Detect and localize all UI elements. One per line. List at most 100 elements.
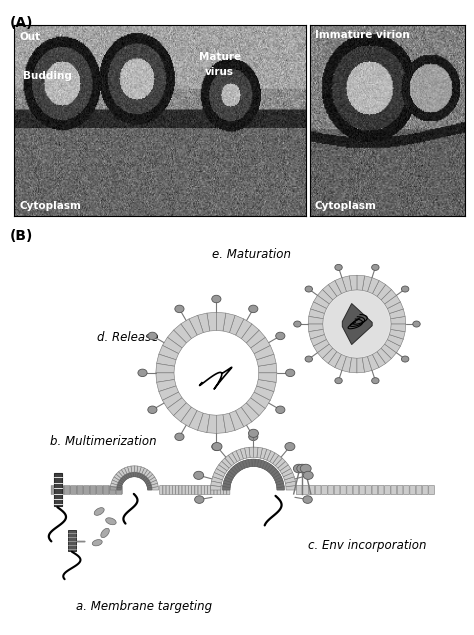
FancyBboxPatch shape (366, 486, 372, 495)
Polygon shape (367, 354, 379, 370)
FancyBboxPatch shape (189, 486, 191, 495)
Polygon shape (173, 324, 191, 343)
Polygon shape (222, 487, 230, 490)
FancyBboxPatch shape (64, 486, 70, 495)
FancyBboxPatch shape (77, 486, 83, 495)
Ellipse shape (138, 369, 147, 377)
FancyBboxPatch shape (71, 486, 76, 495)
FancyBboxPatch shape (54, 473, 62, 507)
Polygon shape (283, 472, 294, 480)
Polygon shape (262, 461, 268, 469)
Ellipse shape (303, 496, 312, 504)
Polygon shape (118, 483, 122, 486)
Polygon shape (256, 459, 260, 467)
FancyBboxPatch shape (303, 486, 309, 495)
Polygon shape (236, 463, 242, 471)
Ellipse shape (248, 429, 258, 438)
Polygon shape (216, 415, 226, 433)
Polygon shape (223, 313, 235, 333)
Polygon shape (270, 453, 279, 464)
FancyBboxPatch shape (103, 486, 109, 495)
Polygon shape (349, 275, 357, 290)
Polygon shape (227, 472, 235, 478)
Polygon shape (137, 466, 141, 473)
Polygon shape (167, 398, 186, 416)
FancyBboxPatch shape (176, 486, 179, 495)
Ellipse shape (249, 305, 258, 312)
FancyBboxPatch shape (201, 486, 204, 495)
Polygon shape (284, 477, 295, 483)
Polygon shape (273, 472, 280, 478)
Polygon shape (145, 479, 149, 483)
Polygon shape (118, 483, 122, 486)
Polygon shape (224, 478, 232, 483)
Polygon shape (189, 411, 203, 431)
Polygon shape (362, 356, 372, 372)
Polygon shape (120, 478, 125, 483)
Polygon shape (276, 484, 284, 488)
Polygon shape (221, 458, 232, 468)
Polygon shape (248, 459, 252, 467)
Polygon shape (230, 467, 238, 474)
FancyBboxPatch shape (90, 486, 96, 495)
Polygon shape (110, 483, 117, 488)
Polygon shape (275, 458, 285, 468)
Polygon shape (146, 483, 151, 486)
FancyBboxPatch shape (416, 486, 422, 495)
Polygon shape (118, 481, 123, 485)
Ellipse shape (297, 464, 308, 473)
Polygon shape (117, 485, 122, 488)
Polygon shape (134, 466, 138, 472)
Polygon shape (228, 453, 237, 464)
Polygon shape (258, 460, 263, 467)
Polygon shape (189, 316, 203, 335)
Polygon shape (244, 460, 248, 467)
FancyBboxPatch shape (160, 486, 163, 495)
Polygon shape (271, 469, 279, 476)
Polygon shape (198, 413, 210, 432)
Polygon shape (210, 486, 221, 490)
Polygon shape (222, 486, 230, 490)
Ellipse shape (212, 443, 221, 450)
Polygon shape (256, 354, 276, 366)
Polygon shape (276, 480, 283, 485)
Polygon shape (391, 324, 406, 331)
Polygon shape (152, 486, 159, 490)
Ellipse shape (285, 443, 295, 451)
Polygon shape (269, 467, 276, 474)
Polygon shape (246, 330, 265, 348)
Text: c. Env incorporation: c. Env incorporation (308, 539, 427, 552)
Polygon shape (225, 455, 234, 465)
Polygon shape (239, 461, 245, 469)
Polygon shape (148, 474, 155, 480)
Text: Budding: Budding (23, 70, 72, 81)
Polygon shape (213, 472, 224, 480)
Ellipse shape (335, 378, 342, 384)
Polygon shape (128, 466, 132, 473)
Text: Mature: Mature (199, 52, 241, 62)
FancyBboxPatch shape (359, 486, 365, 495)
FancyBboxPatch shape (309, 486, 315, 495)
Polygon shape (146, 483, 151, 486)
Polygon shape (273, 455, 282, 465)
Polygon shape (254, 345, 274, 360)
Polygon shape (167, 330, 186, 348)
Polygon shape (277, 487, 284, 490)
Polygon shape (328, 352, 341, 368)
Polygon shape (335, 354, 346, 370)
Polygon shape (318, 290, 333, 304)
Polygon shape (119, 479, 124, 483)
Ellipse shape (249, 433, 258, 441)
Ellipse shape (303, 471, 313, 479)
Polygon shape (139, 467, 145, 474)
FancyBboxPatch shape (97, 486, 102, 495)
Polygon shape (117, 485, 122, 488)
Polygon shape (251, 392, 270, 408)
Polygon shape (255, 459, 258, 467)
Ellipse shape (372, 264, 379, 271)
Polygon shape (242, 460, 247, 468)
Polygon shape (114, 474, 121, 480)
Polygon shape (260, 448, 267, 459)
Polygon shape (216, 312, 226, 331)
Polygon shape (146, 472, 153, 478)
